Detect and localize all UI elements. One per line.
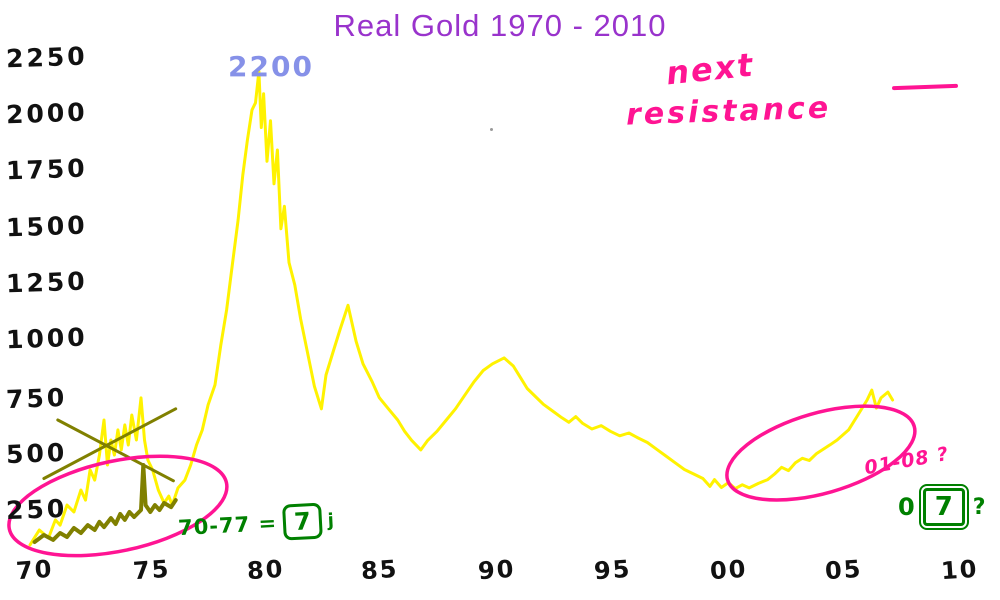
x-tick-05: 05	[824, 554, 864, 586]
chart-title: Real Gold 1970 - 2010	[333, 8, 667, 43]
x-tick-10: 10	[940, 554, 980, 586]
x-tick-90: 90	[477, 554, 517, 586]
y-tick-1000: 1000	[5, 322, 89, 355]
highlight-ellipse-base-pattern-1970-77	[7, 454, 229, 558]
series-olive-cross-line-a	[42, 407, 178, 480]
x-tick-95: 95	[593, 554, 633, 586]
y-tick-1750: 1750	[5, 153, 89, 186]
boxed-seven-left: 7	[282, 502, 323, 541]
x-tick-75: 75	[132, 554, 172, 586]
series-olive-overlay-scribble	[32, 463, 178, 544]
range-note-1970s-text: 70-77 =	[177, 510, 278, 541]
highlight-ellipse-base-pattern-2001-08	[725, 404, 917, 502]
y-tick-1250: 1250	[5, 266, 89, 299]
x-tick-00: 00	[709, 554, 749, 586]
boxed-note-question-mark: ?	[972, 494, 986, 520]
boxed-seven-note-right: 0 7 ?	[898, 484, 986, 530]
y-tick-250: 250	[5, 493, 68, 526]
y-tick-2250: 2250	[5, 41, 89, 74]
next-resistance-text-line2: resistance	[625, 90, 832, 133]
range-note-1970s-suffix: j	[327, 509, 335, 531]
boxed-note-prefix: 0	[898, 493, 915, 521]
y-tick-1500: 1500	[5, 210, 89, 243]
series-real-gold-price	[28, 69, 895, 547]
x-tick-85: 85	[360, 554, 400, 586]
series-olive-cross-line-b	[56, 418, 175, 483]
boxed-seven-right: 7	[918, 484, 969, 530]
x-tick-80: 80	[246, 554, 286, 586]
stray-mark	[490, 128, 493, 131]
peak-price-label: 2200	[228, 50, 314, 83]
x-tick-70: 70	[15, 554, 55, 586]
y-tick-750: 750	[5, 382, 68, 415]
y-tick-500: 500	[5, 437, 68, 470]
y-tick-2000: 2000	[5, 97, 89, 130]
